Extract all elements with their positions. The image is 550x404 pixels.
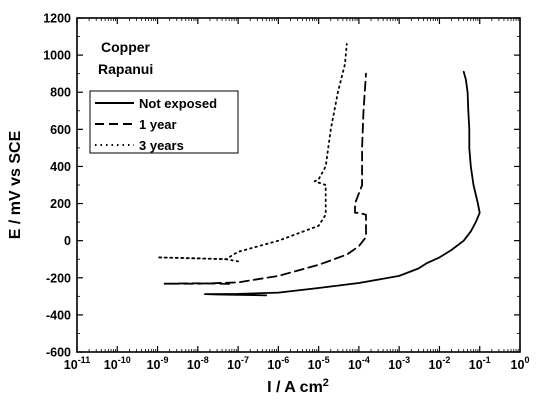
y-tick-label: 0 — [64, 234, 71, 248]
series-not-exposed — [204, 70, 481, 297]
x-tick-label: 10-4 — [348, 355, 370, 372]
x-tick-label: 10-5 — [308, 355, 330, 372]
x-axis-label: I / A cm2 — [267, 377, 329, 396]
y-tick-label: 1200 — [43, 12, 71, 26]
x-tick-label: 10-7 — [227, 355, 249, 372]
legend-box — [89, 90, 239, 154]
y-tick-label: 400 — [50, 160, 71, 174]
x-tick-label: 10-10 — [104, 355, 131, 372]
y-axis-label: E / mV vs SCE — [7, 130, 24, 239]
legend-label-not-exposed: Not exposed — [139, 96, 217, 111]
y-tick-label: 200 — [50, 197, 71, 211]
x-tick-label: 10-11 — [64, 355, 90, 372]
series-1-year — [163, 72, 367, 285]
series-3-years — [156, 43, 348, 263]
y-tick-label: -200 — [46, 271, 71, 285]
x-tick-label: 10-3 — [388, 355, 410, 372]
x-tick-label: 10-6 — [267, 355, 289, 372]
chart-annotation: Copper Rapanui — [98, 39, 153, 77]
axis-ticks: 10-11 10-10 10-9 10-8 10-7 10-6 10-5 10-4 10-3 10… — [43, 12, 529, 373]
x-tick-label: 10-8 — [187, 355, 209, 372]
x-tick-label: 10-1 — [469, 355, 491, 372]
legend-label-1-year: 1 year — [139, 117, 177, 132]
y-tick-label: 800 — [50, 86, 71, 100]
series-lines — [156, 43, 481, 297]
y-tick-label: 1000 — [43, 49, 71, 63]
x-tick-label: 10-2 — [428, 355, 450, 372]
legend-label-3-years: 3 years — [139, 138, 184, 153]
y-tick-label: -600 — [46, 346, 71, 360]
annotation-line-1: Copper — [101, 39, 151, 55]
legend: Not exposed 1 year 3 years — [89, 90, 239, 154]
y-tick-label: -400 — [46, 308, 71, 322]
x-tick-label: 10-9 — [147, 355, 169, 372]
y-tick-label: 600 — [50, 123, 71, 137]
annotation-line-2: Rapanui — [98, 61, 153, 77]
x-tick-label: 100 — [511, 355, 530, 372]
